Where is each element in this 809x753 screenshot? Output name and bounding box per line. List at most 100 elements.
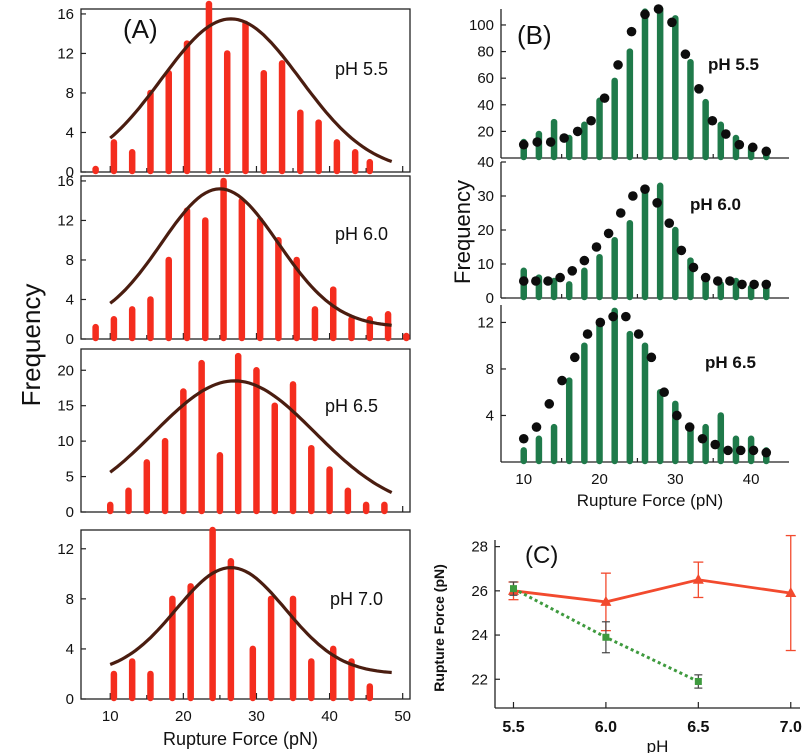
- condition-label: pH 5.5: [708, 55, 759, 74]
- x-tick-label-B3: 20: [591, 471, 608, 488]
- triangle-marker: [600, 595, 612, 606]
- condition-label: pH 7.0: [330, 589, 383, 609]
- x-tick-label-A4: 10: [102, 708, 119, 725]
- x-tick-label-A4: 40: [321, 708, 338, 725]
- y-tick-label-A3: 15: [57, 398, 74, 415]
- data-dot: [640, 9, 650, 20]
- data-dot: [518, 433, 529, 444]
- y-tick-label-A4: 12: [57, 541, 74, 558]
- data-dot: [748, 445, 759, 456]
- condition-label: pH 6.0: [335, 224, 388, 244]
- data-dot: [737, 279, 747, 290]
- data-dot: [694, 84, 704, 94]
- data-dot: [697, 433, 708, 444]
- y-tick-label-A4: 4: [66, 641, 74, 658]
- data-dot: [646, 352, 657, 363]
- data-dot: [684, 422, 695, 432]
- data-dot: [626, 26, 637, 37]
- square-marker: [509, 585, 517, 593]
- plot-frame-A3: [80, 348, 411, 513]
- data-dot: [761, 447, 772, 458]
- square-marker: [694, 677, 702, 685]
- y-tick-label-A1: 0: [66, 164, 74, 181]
- x-tick-label-C: 7.0: [780, 719, 802, 736]
- data-dot: [725, 276, 735, 286]
- y-tick-label-B1: 60: [477, 70, 494, 87]
- x-tick-label-C: 6.5: [687, 719, 709, 736]
- data-dot: [667, 17, 677, 28]
- y-tick-label-B1: 20: [477, 123, 494, 140]
- y-tick-label-A1: 8: [66, 85, 74, 102]
- plot-frame-A4: [80, 529, 411, 700]
- y-tick-label-A1: 12: [57, 45, 74, 62]
- y-tick-label-B2: 10: [477, 256, 494, 273]
- y-tick-label-C: 24: [471, 627, 488, 644]
- data-dot: [734, 139, 745, 150]
- fit-curve: [109, 565, 392, 675]
- data-dot: [591, 242, 602, 252]
- y-tick-label-B2: 20: [477, 222, 494, 239]
- x-axis-label: Rupture Force (pN): [577, 491, 723, 510]
- y-tick-label-B2: 0: [486, 290, 494, 307]
- data-dot: [572, 126, 583, 137]
- y-tick-label-A3: 0: [66, 504, 74, 521]
- condition-label: pH 5.5: [335, 59, 388, 79]
- data-dot: [579, 255, 590, 266]
- data-dot: [545, 137, 556, 147]
- fit-curve: [109, 17, 393, 164]
- y-tick-label-B1: 100: [469, 17, 494, 34]
- data-dot: [707, 115, 718, 126]
- x-tick-label-A4: 20: [175, 708, 192, 725]
- y-tick-label-A4: 8: [66, 591, 74, 608]
- y-tick-label-A1: 4: [66, 124, 74, 141]
- data-dot: [544, 399, 555, 409]
- y-tick-label-B1: 80: [477, 44, 494, 61]
- x-axis-label: Rupture Force (pN): [163, 729, 318, 749]
- square-marker: [602, 633, 610, 641]
- triangle-marker: [785, 587, 797, 598]
- data-dot: [603, 228, 614, 239]
- y-axis-label-B: Frequency: [450, 180, 475, 284]
- condition-label: pH 6.0: [690, 195, 741, 214]
- data-dot: [518, 276, 529, 286]
- x-tick-label-A4: 30: [248, 708, 265, 725]
- y-axis-label-C: Rupture Force (pN): [431, 564, 447, 692]
- x-tick-label-B3: 30: [667, 471, 684, 488]
- y-tick-label-A1: 16: [57, 6, 74, 23]
- y-tick-label-A2: 4: [66, 291, 74, 308]
- data-dot: [640, 184, 650, 194]
- data-dot: [518, 139, 529, 150]
- x-tick-label-C: 6.0: [595, 719, 617, 736]
- y-tick-label-C: 26: [471, 583, 488, 600]
- x-axis-label-C: pH: [647, 737, 669, 753]
- plot-frame-A2: [80, 175, 411, 340]
- data-dot: [652, 198, 662, 208]
- y-tick-label-C: 28: [471, 539, 488, 556]
- x-tick-label-A4: 50: [394, 708, 411, 725]
- x-tick-label-C: 5.5: [502, 719, 524, 736]
- data-dot: [532, 137, 543, 147]
- data-dot: [608, 311, 618, 322]
- y-tick-label-A4: 0: [66, 691, 74, 708]
- data-dot: [559, 133, 569, 143]
- triangle-marker: [692, 573, 704, 584]
- data-dot: [653, 4, 664, 14]
- y-axis-label-A: Frequency: [16, 284, 46, 407]
- data-dot: [557, 375, 567, 386]
- y-tick-label-A2: 0: [66, 331, 74, 348]
- data-dot: [672, 410, 682, 421]
- panel-label-C: (C): [525, 542, 558, 569]
- x-tick-label-B3: 10: [515, 471, 532, 488]
- data-dot: [761, 279, 772, 290]
- data-dot: [747, 142, 758, 153]
- panel-label-B: (B): [517, 20, 552, 50]
- data-dot: [712, 276, 723, 286]
- data-dot: [735, 445, 746, 456]
- series-line-red: [513, 578, 791, 604]
- data-dot: [700, 272, 711, 283]
- condition-label: pH 6.5: [705, 353, 756, 372]
- fit-curve: [109, 187, 392, 327]
- y-tick-label-B3: 8: [486, 361, 494, 378]
- data-dot: [595, 317, 606, 328]
